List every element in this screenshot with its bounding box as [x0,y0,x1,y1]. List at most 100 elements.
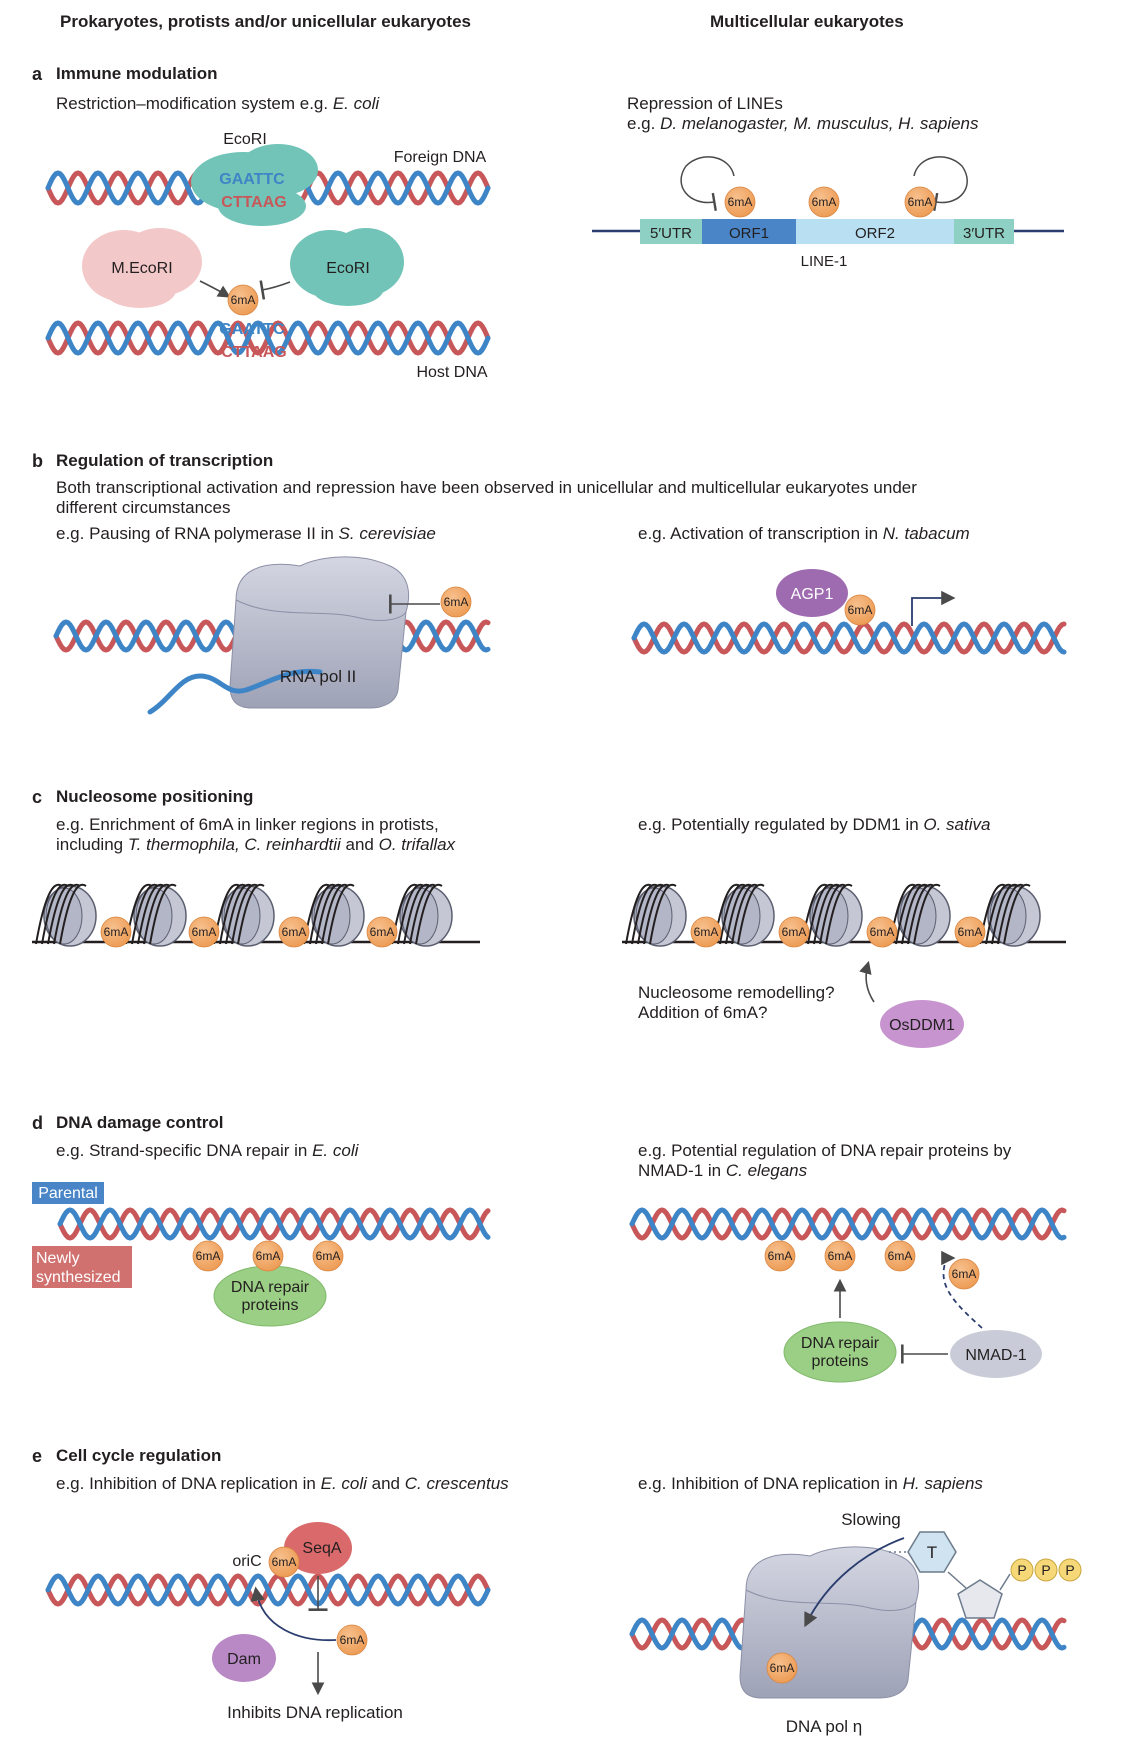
section-b-title: Regulation of transcription [56,451,274,470]
nucleosome [125,883,187,947]
6ma-mark: 6mA [808,186,840,218]
deoxyribose [957,1579,1003,1619]
ecori-enzyme-top [191,144,318,226]
6ma-mark: 6mA [312,1240,344,1272]
section-b-right-caption: e.g. Activation of transcription in N. t… [638,524,970,543]
transcription-helix-right [631,621,1067,655]
6ma-label: 6mA [870,925,895,939]
section-c-question-1: Nucleosome remodelling? [638,983,835,1002]
6ma-label: 6mA [888,1249,913,1263]
oric-label: oriC [232,1553,261,1570]
section-c-letter: c [32,787,43,807]
host-dna-label: Host DNA [416,364,487,381]
6ma-label: 6mA [728,195,753,209]
6ma-mark: 6mA [766,1652,798,1684]
utr5-label: 5′UTR [650,225,692,242]
6ma-mark: 6mA [100,916,132,948]
utr5-box [640,219,702,244]
tss-arrow [911,590,956,626]
rna-pol-label: RNA pol II [280,667,357,686]
6ma-mark: 6mA [188,916,220,948]
rna-pol-ii [229,556,410,709]
section-a-title: Immune modulation [56,64,218,83]
dna-pol-label: DNA pol η [786,1717,863,1736]
ecori-inhibition [259,280,291,300]
rna-transcript [147,668,323,715]
orf2-label: ORF2 [855,225,895,242]
nucleosome [625,883,687,947]
6ma-mark: 6mA [954,916,986,948]
6ma-mark: 6mA [824,1240,856,1272]
section-c-question-2: Addition of 6mA? [638,1003,768,1022]
6ma-label: 6mA [104,925,129,939]
6ma-mark: 6mA [690,916,722,948]
nucleosome [213,883,275,947]
6ma-marks: 6mA 6mA 6mA 6mA 6mA 6mA 6mA 6mA 6mA 6mA 6mA 6mA 6mA 6… [100,186,986,1684]
mecori-label: M.EcoRI [111,260,172,277]
6ma-label: 6mA [828,1249,853,1263]
line1-loop-left [680,156,735,212]
foreign-seq-top: GAATTC [219,171,285,188]
section-d-title: DNA damage control [56,1113,224,1132]
phosphate: P [1058,1558,1082,1582]
host-seq-bottom: CTTAAG [221,344,286,361]
6ma-label: 6mA [848,603,873,617]
slowing-arrow [804,1537,905,1628]
sugar-phosphate-bond [999,1573,1011,1591]
ecori-label: EcoRI [326,260,370,277]
nucleosomes [32,883,1066,947]
6ma-mark: 6mA [336,1624,368,1656]
phosphate: P [1034,1558,1058,1582]
6ma-mark: 6mA [844,594,876,626]
6ma-mark: 6mA [904,186,936,218]
dna-helices [45,170,1067,1651]
parental-tag [32,1182,104,1204]
repair-left-label-1: DNA repair [231,1279,310,1296]
column-header-right: Multicellular eukaryotes [710,12,904,31]
nucleosome-array-right [622,883,1066,947]
section-c-left-caption-1: e.g. Enrichment of 6mA in linker regions… [56,815,439,834]
osddm1-arrow [859,960,875,1003]
6ma-label: 6mA [952,1267,977,1281]
base-sugar-bond [947,1571,967,1589]
section-e-right-caption: e.g. Inhibition of DNA replication in H.… [638,1474,983,1493]
osddm1-protein [880,1000,964,1048]
6ma-mark: 6mA [948,1258,980,1290]
nucleosome-array-left [32,883,480,947]
mecori-enzyme [82,228,202,308]
6ma-mark: 6mA [268,1546,300,1578]
inhibits-label: Inhibits DNA replication [227,1703,403,1722]
6ma-label: 6mA [908,195,933,209]
agp1-label: AGP1 [791,586,834,603]
section-d-letter: d [32,1113,43,1133]
osddm1-label: OsDDM1 [889,1017,955,1034]
6ma-mark: 6mA [724,186,756,218]
section-b-desc-2: different circumstances [56,498,231,517]
6ma-label: 6mA [196,1249,221,1263]
column-header-left: Prokaryotes, protists and/or unicellular… [60,12,471,31]
6ma-label: 6mA [958,925,983,939]
mecori-to-mark-arrow [199,280,231,298]
repair-left-label-2: proteins [242,1297,299,1314]
repair-right-label-2: proteins [812,1353,869,1370]
6ma-label: 6mA [444,595,469,609]
nucleosome [801,883,863,947]
6ma-label: 6mA [192,925,217,939]
6ma-label: 6mA [782,925,807,939]
section-d-left-caption: e.g. Strand-specific DNA repair in E. co… [56,1141,359,1160]
section-e-title: Cell cycle regulation [56,1446,222,1465]
ecori-top-label: EcoRI [223,131,267,148]
section-b-left-caption: e.g. Pausing of RNA polymerase II in S. … [56,524,436,543]
repair-helix-right [629,1207,1067,1241]
6ma-mark: 6mA [866,916,898,948]
repair-proteins-right [783,1321,897,1383]
section-d-right-caption-1: e.g. Potential regulation of DNA repair … [638,1141,1012,1160]
seqa-label: SeqA [302,1540,341,1557]
newly-label-2: synthesized [36,1269,121,1286]
svg-text:P: P [1065,1562,1074,1578]
6ma-mark: 6mA [778,916,810,948]
line1-label: LINE-1 [801,253,848,270]
section-a-letter: a [32,64,43,84]
mark-to-oric-arrow [250,1586,337,1642]
